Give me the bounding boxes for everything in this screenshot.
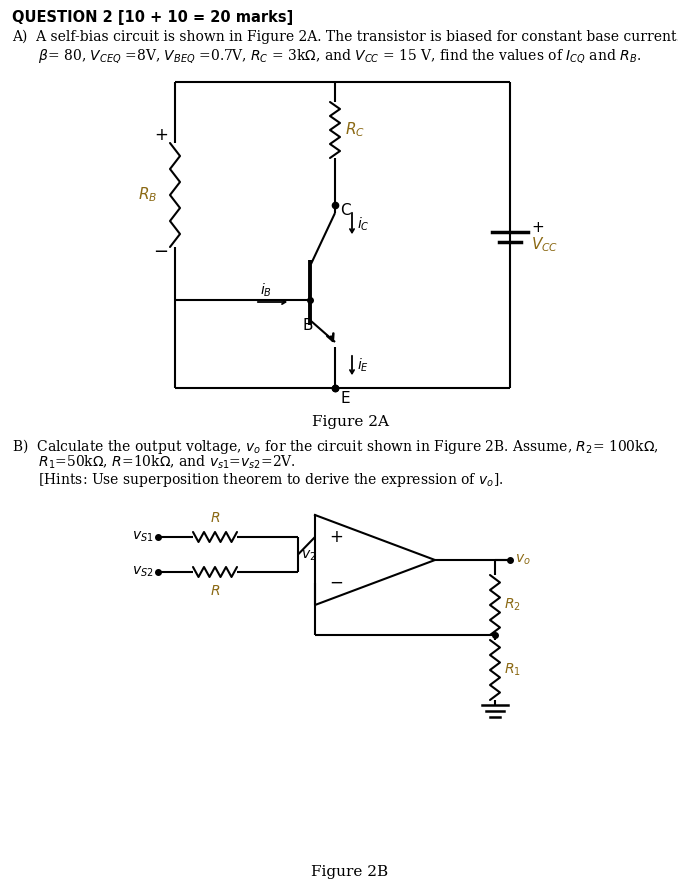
Text: $R_1$: $R_1$ xyxy=(504,662,521,678)
Text: $i_C$: $i_C$ xyxy=(357,215,370,233)
Text: −: − xyxy=(153,243,169,261)
Text: $R_2$: $R_2$ xyxy=(504,596,521,613)
Text: R: R xyxy=(210,511,220,525)
Text: $v_{S2}$: $v_{S2}$ xyxy=(132,565,154,579)
Text: +: + xyxy=(329,528,343,546)
Text: $R_1$=50k$\Omega$, $R$=10k$\Omega$, and $v_{s1}$=$v_{s2}$=2V.: $R_1$=50k$\Omega$, $R$=10k$\Omega$, and … xyxy=(12,454,296,472)
Text: +: + xyxy=(154,126,168,144)
Text: $R_C$: $R_C$ xyxy=(345,120,365,139)
Text: −: − xyxy=(329,574,343,592)
Text: B: B xyxy=(303,318,313,333)
Text: $v_o$: $v_o$ xyxy=(515,553,531,567)
Text: $V_{CC}$: $V_{CC}$ xyxy=(531,235,558,254)
Text: Figure 2A: Figure 2A xyxy=(311,415,388,429)
Text: $\beta$= 80, $V_{CEQ}$ =8V, $V_{BEQ}$ =0.7V, $R_C$ = 3k$\Omega$, and $V_{CC}$ = : $\beta$= 80, $V_{CEQ}$ =8V, $V_{BEQ}$ =0… xyxy=(12,47,641,65)
Text: $i_B$: $i_B$ xyxy=(260,281,272,299)
Text: +: + xyxy=(531,220,544,235)
Text: $v_2$: $v_2$ xyxy=(301,549,317,563)
Text: R: R xyxy=(210,584,220,598)
Text: Figure 2B: Figure 2B xyxy=(311,865,388,879)
Text: B)  Calculate the output voltage, $v_o$ for the circuit shown in Figure 2B. Assu: B) Calculate the output voltage, $v_o$ f… xyxy=(12,437,659,456)
Text: E: E xyxy=(340,391,350,406)
Text: $R_B$: $R_B$ xyxy=(138,186,157,204)
Text: [Hints: Use superposition theorem to derive the expression of $v_o$].: [Hints: Use superposition theorem to der… xyxy=(12,471,504,489)
Text: $v_{S1}$: $v_{S1}$ xyxy=(132,530,154,544)
Text: $i_E$: $i_E$ xyxy=(357,357,369,373)
Text: C: C xyxy=(340,203,351,218)
Text: QUESTION 2 [10 + 10 = 20 marks]: QUESTION 2 [10 + 10 = 20 marks] xyxy=(12,10,294,25)
Text: A)  A self-bias circuit is shown in Figure 2A. The transistor is biased for cons: A) A self-bias circuit is shown in Figur… xyxy=(12,30,678,44)
